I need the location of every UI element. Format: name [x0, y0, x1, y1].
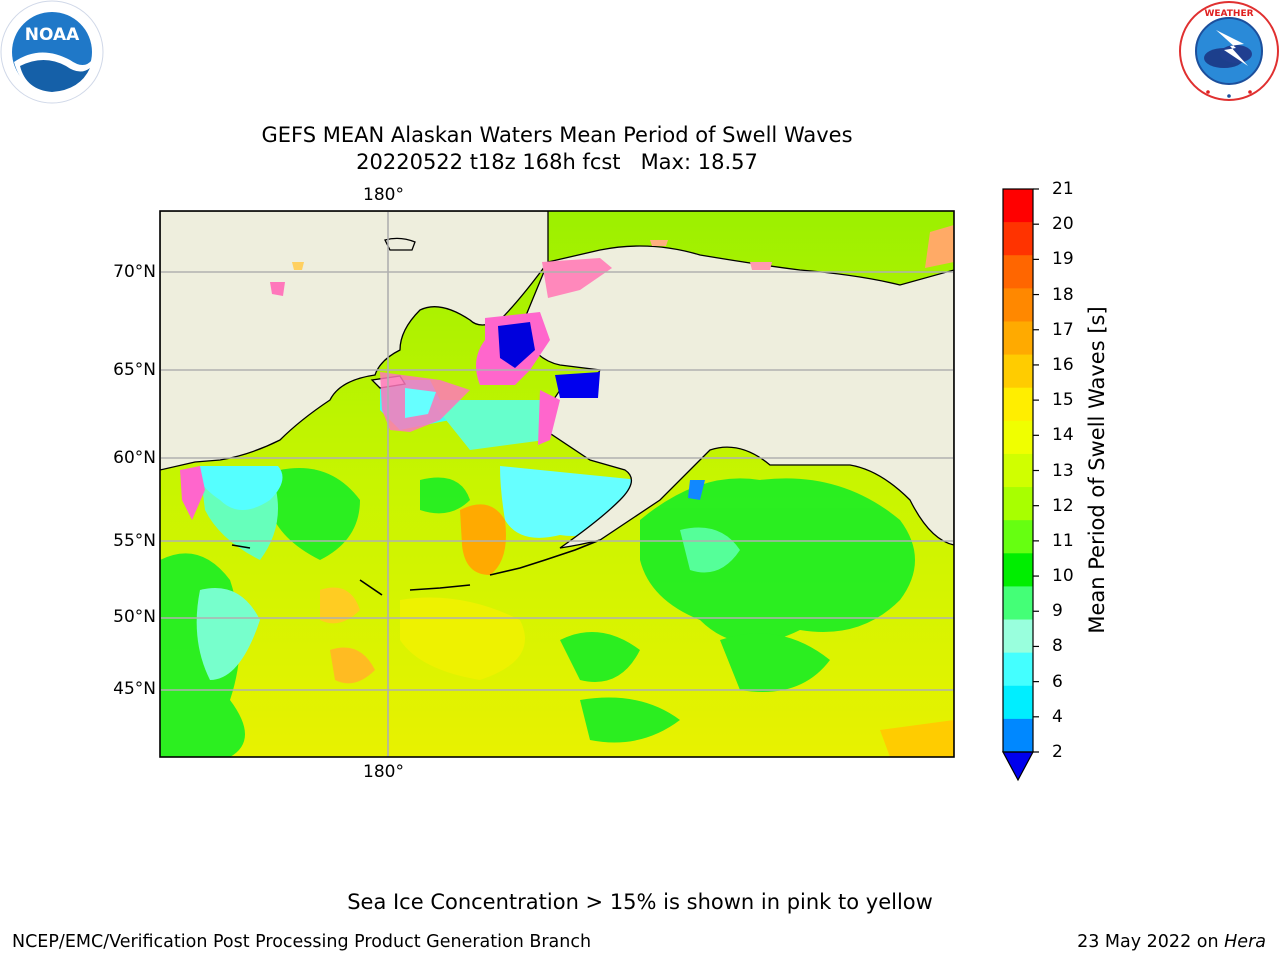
- colorbar-band: [1003, 321, 1033, 356]
- land-mass: [160, 211, 954, 549]
- lat-label-60: 60°N: [113, 448, 156, 468]
- nws-logo: WEATHER: [1179, 1, 1279, 101]
- graticule: [160, 211, 954, 757]
- map-frame: [159, 210, 955, 758]
- colorbar: [1001, 188, 1039, 782]
- colorbar-tick-label: 19: [1052, 249, 1074, 270]
- aleutian-islands: [231, 539, 601, 596]
- chart-title: GEFS MEAN Alaskan Waters Mean Period of …: [261, 123, 853, 147]
- colorbar-band: [1003, 619, 1033, 654]
- map-plot-area: [160, 211, 954, 757]
- lat-label-70: 70°N: [113, 262, 156, 282]
- lat-label-45: 45°N: [113, 679, 156, 699]
- swell-contours-green: [160, 468, 915, 757]
- run-date: 23 May 2022 on: [1077, 932, 1225, 952]
- colorbar-tick-label: 6: [1052, 671, 1063, 692]
- colorbar-tick-label: 10: [1052, 566, 1074, 587]
- colorbar-label: Mean Period of Swell Waves [s]: [1085, 306, 1109, 634]
- lat-label-55: 55°N: [113, 531, 156, 551]
- colorbar-band: [1003, 520, 1033, 554]
- colorbar-tick-label: 8: [1052, 636, 1063, 657]
- colorbar-band: [1003, 553, 1033, 587]
- map-figure: [159, 210, 955, 758]
- colorbar-tick-label: 14: [1052, 425, 1074, 446]
- svg-text:WEATHER: WEATHER: [1204, 9, 1253, 19]
- colorbar-tick-label: 21: [1052, 179, 1074, 199]
- colorbar-band: [1003, 487, 1033, 521]
- sea-ice-overlay: [180, 225, 954, 520]
- machine-name: Hera: [1224, 932, 1266, 952]
- colorbar-extend-arrow: [1001, 751, 1035, 782]
- colorbar-tick-label: 9: [1052, 601, 1063, 622]
- colorbar-band: [1003, 652, 1033, 687]
- lat-label-50: 50°N: [113, 607, 156, 627]
- colorbar-band: [1003, 718, 1033, 753]
- colorbar-tick-label: 17: [1052, 319, 1074, 340]
- chart-subtitle: 20220522 t18z 168h fcst Max: 18.57: [356, 150, 758, 174]
- colorbar-tick-label: 4: [1052, 706, 1063, 727]
- sea-ice-note: Sea Ice Concentration > 15% is shown in …: [347, 890, 933, 914]
- colorbar-tick-label: 15: [1052, 390, 1074, 411]
- svg-text:NOAA: NOAA: [25, 25, 80, 45]
- colorbar-tick-label: 18: [1052, 284, 1074, 305]
- colorbar-band: [1003, 189, 1033, 223]
- colorbar-band: [1003, 420, 1033, 455]
- noaa-logo: NOAA: [0, 0, 104, 104]
- lon-label-bottom: 180°: [363, 762, 404, 782]
- colorbar-band: [1003, 255, 1033, 289]
- lon-label-top: 180°: [363, 185, 404, 205]
- colorbar-tick-label: 2: [1052, 742, 1063, 762]
- colorbar-tick-label: 16: [1052, 354, 1074, 375]
- colorbar-band: [1003, 222, 1033, 256]
- colorbar-band: [1003, 685, 1033, 720]
- colorbar-band: [1003, 387, 1033, 422]
- colorbar-band: [1003, 586, 1033, 621]
- credit-text: NCEP/EMC/Verification Post Processing Pr…: [12, 932, 592, 952]
- colorbar-tick-label: 13: [1052, 460, 1074, 481]
- colorbar-tick-label: 11: [1052, 530, 1074, 551]
- run-date-text: 23 May 2022 on Hera: [1077, 932, 1266, 952]
- colorbar-tick-label: 20: [1052, 214, 1074, 235]
- colorbar-bands: [1003, 189, 1033, 753]
- colorbar-band: [1003, 354, 1033, 389]
- colorbar-band: [1003, 288, 1033, 322]
- colorbar-band: [1003, 453, 1033, 488]
- colorbar-tick-label: 12: [1052, 495, 1074, 516]
- lat-label-65: 65°N: [113, 360, 156, 380]
